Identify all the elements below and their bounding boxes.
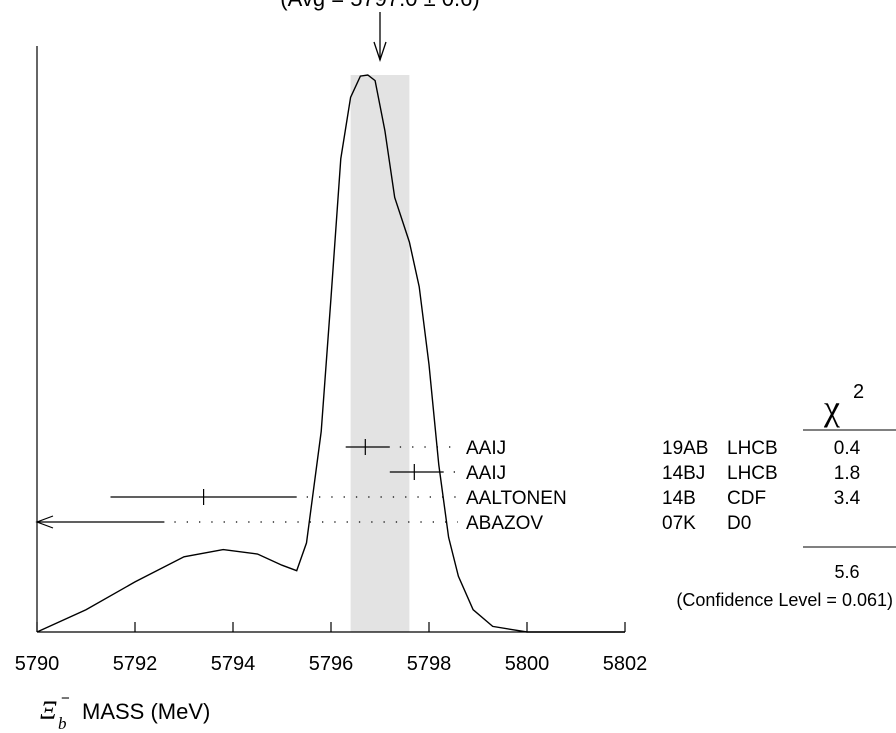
measurement-chi2: 1.8 (834, 463, 860, 484)
ideogram-curve (36, 74, 625, 633)
measurement-experiment: D0 (727, 513, 751, 534)
chi2-header: χ 2 (823, 381, 864, 428)
xlabel-subscript: b (58, 714, 67, 733)
average-band (350, 75, 410, 632)
measurement-ref: 07K (662, 513, 696, 534)
measurement-experiment: LHCB (727, 438, 778, 459)
average-arrow (373, 12, 387, 63)
x-tick-label: 5792 (113, 653, 158, 675)
x-tick-label: 5802 (603, 653, 648, 675)
x-axis-label: Ξ b − MASS (MeV) (40, 690, 210, 733)
measurement-row: AAIJ 14BJ LHCB 1.8 (389, 463, 860, 484)
measurement-author: AAIJ (466, 463, 506, 484)
measurement-author: ABAZOV (466, 513, 543, 534)
x-tick-label: 5790 (15, 653, 60, 675)
measurement-chi2: 0.4 (834, 438, 861, 459)
measurement-ref: 14BJ (662, 463, 705, 484)
xlabel-superscript: − (61, 690, 70, 707)
measurement-experiment: LHCB (727, 463, 778, 484)
measurement-ref: 14B (662, 488, 696, 509)
measurement-experiment: CDF (727, 488, 766, 509)
xlabel-text: MASS (MeV) (82, 699, 210, 724)
measurement-author: AALTONEN (466, 488, 567, 509)
chi2-superscript: 2 (853, 381, 864, 403)
measurement-row: ABAZOV 07K D0 (35, 513, 751, 534)
chi2-total: 5.6 (834, 562, 859, 582)
xlabel-symbol: Ξ (40, 696, 57, 725)
average-label: (Avg = 5797.0 ± 0.6) (280, 0, 479, 11)
x-tick-label: 5798 (407, 653, 452, 675)
x-tick-label: 5796 (309, 653, 354, 675)
measurement-row: AALTONEN 14B CDF 3.4 (110, 488, 861, 509)
x-tick-label: 5800 (505, 653, 550, 675)
error-bar-arrow (35, 515, 54, 529)
x-tick-label: 5794 (211, 653, 256, 675)
measurement-ref: 19AB (662, 438, 708, 459)
measurement-chi2: 3.4 (834, 488, 861, 509)
measurement-author: AAIJ (466, 438, 506, 459)
chi2-symbol: χ (823, 388, 840, 428)
measurement-row: AAIJ 19AB LHCB 0.4 (345, 438, 861, 459)
confidence-level: (Confidence Level = 0.061) (676, 590, 893, 610)
